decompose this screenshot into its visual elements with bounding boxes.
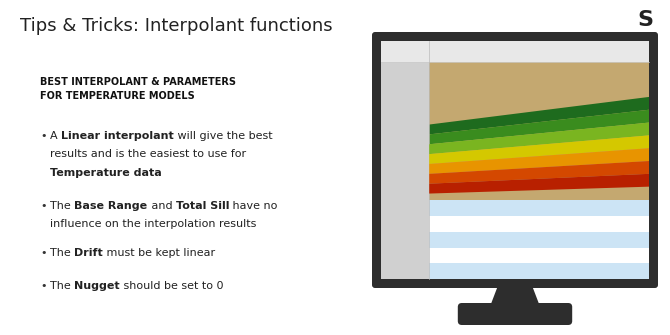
Text: will give the best: will give the best	[174, 131, 273, 141]
Bar	[429, 62, 649, 200]
Text: •: •	[40, 131, 47, 141]
Polygon shape	[490, 285, 540, 307]
Bar	[429, 216, 649, 232]
Text: The: The	[50, 281, 74, 291]
Text: •: •	[40, 281, 47, 291]
Text: A: A	[50, 131, 62, 141]
Polygon shape	[429, 110, 649, 144]
Bar	[381, 41, 649, 62]
Text: S: S	[637, 10, 653, 30]
Text: •: •	[40, 248, 47, 258]
Polygon shape	[429, 174, 649, 194]
Text: influence on the interpolation results: influence on the interpolation results	[50, 219, 257, 229]
Bar	[429, 263, 649, 279]
Polygon shape	[429, 161, 649, 184]
Polygon shape	[429, 148, 649, 174]
Text: Tips & Tricks: Interpolant functions: Tips & Tricks: Interpolant functions	[20, 17, 333, 35]
Text: BEST INTERPOLANT & PARAMETERS
FOR TEMPERATURE MODELS: BEST INTERPOLANT & PARAMETERS FOR TEMPER…	[40, 77, 237, 101]
Text: The: The	[50, 201, 74, 211]
Text: have no: have no	[229, 201, 277, 211]
Bar	[381, 41, 649, 279]
FancyBboxPatch shape	[372, 32, 658, 288]
FancyBboxPatch shape	[458, 303, 572, 325]
Bar	[429, 232, 649, 248]
Text: Linear interpolant: Linear interpolant	[62, 131, 174, 141]
Text: Base Range: Base Range	[74, 201, 147, 211]
Text: Drift: Drift	[74, 248, 103, 258]
Bar	[381, 62, 429, 279]
Polygon shape	[429, 123, 649, 154]
Text: Nugget: Nugget	[74, 281, 120, 291]
Text: should be set to 0: should be set to 0	[120, 281, 224, 291]
Text: Total Sill: Total Sill	[176, 201, 229, 211]
Text: Temperature data: Temperature data	[50, 168, 162, 178]
Bar	[429, 248, 649, 263]
Text: must be kept linear: must be kept linear	[103, 248, 215, 258]
Bar	[429, 200, 649, 216]
Bar	[429, 200, 649, 279]
Text: The: The	[50, 248, 74, 258]
Polygon shape	[429, 135, 649, 164]
Polygon shape	[429, 97, 649, 134]
Text: •: •	[40, 201, 47, 211]
Text: results and is the easiest to use for: results and is the easiest to use for	[50, 149, 247, 159]
Text: and: and	[147, 201, 176, 211]
